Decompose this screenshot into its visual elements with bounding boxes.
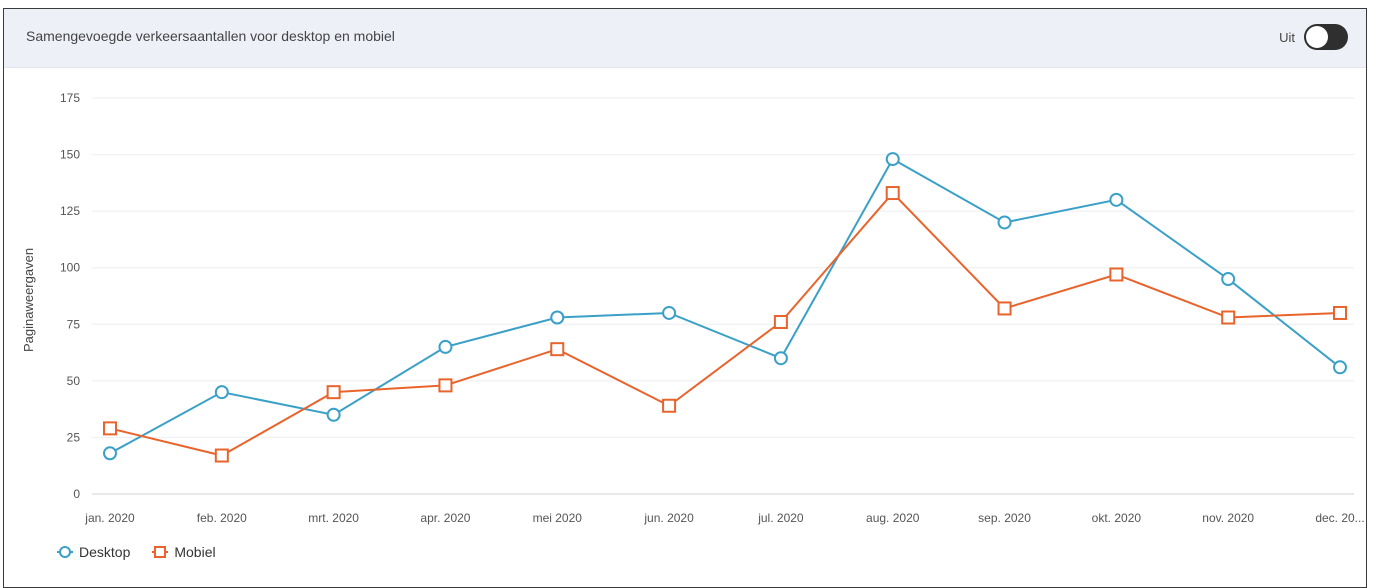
x-tick-label: mrt. 2020 <box>308 511 359 525</box>
data-point-mobiel <box>662 398 677 413</box>
line-chart: 0 25 50 75 100 125 150 175 jan. 2020 feb. 2020 mrt… <box>21 91 1365 525</box>
y-tick-label: 25 <box>67 430 81 444</box>
toggle-knob <box>1306 26 1328 48</box>
y-tick-label: 125 <box>60 204 80 218</box>
data-point-mobiel <box>773 315 788 330</box>
data-point-desktop <box>662 305 677 320</box>
merge-toggle[interactable] <box>1304 24 1348 50</box>
data-point-desktop <box>103 446 117 461</box>
x-tick-label: okt. 2020 <box>1092 511 1142 525</box>
data-point-desktop <box>773 351 788 366</box>
square-marker-icon <box>152 546 169 558</box>
chart-legend: Desktop Mobiel <box>57 544 238 560</box>
panel-header: Samengevoegde verkeersaantallen voor des… <box>4 9 1366 68</box>
data-point-mobiel <box>550 342 565 357</box>
legend-label-desktop: Desktop <box>79 544 131 560</box>
data-point-desktop <box>438 339 453 354</box>
y-tick-label: 0 <box>73 487 80 501</box>
data-point-desktop <box>326 407 341 422</box>
x-tick-label: apr. 2020 <box>420 511 470 525</box>
y-axis-label: Paginaweergaven <box>21 248 36 352</box>
y-tick-label: 175 <box>60 91 80 105</box>
data-point-desktop <box>997 215 1012 230</box>
series-line-mobiel <box>109 191 1341 457</box>
panel-title: Samengevoegde verkeersaantallen voor des… <box>26 28 395 44</box>
data-point-mobiel <box>1333 305 1347 320</box>
merge-toggle-group: Uit <box>1279 24 1348 50</box>
x-tick-label: sep. 2020 <box>978 511 1031 525</box>
x-tick-label: mei 2020 <box>533 511 583 525</box>
data-point-desktop <box>1109 192 1124 207</box>
data-point-mobiel <box>214 448 229 463</box>
x-tick-label: aug. 2020 <box>866 511 920 525</box>
legend-item-desktop[interactable]: Desktop <box>57 544 130 560</box>
chart-panel: Samengevoegde verkeersaantallen voor des… <box>3 8 1367 588</box>
x-tick-label: dec. 20... <box>1315 511 1364 525</box>
y-tick-label: 75 <box>67 317 81 331</box>
y-tick-label: 100 <box>60 261 80 275</box>
x-tick-label: jun. 2020 <box>643 511 694 525</box>
legend-label-mobiel: Mobiel <box>174 544 216 560</box>
series-line-desktop <box>109 157 1341 455</box>
x-tick-label: nov. 2020 <box>1202 511 1254 525</box>
data-point-desktop <box>885 152 900 167</box>
data-point-desktop <box>1221 272 1236 287</box>
legend-item-mobiel[interactable]: Mobiel <box>152 544 216 560</box>
toggle-label: Uit <box>1279 29 1295 45</box>
data-point-mobiel <box>1221 310 1236 325</box>
x-tick-label: jan. 2020 <box>84 511 135 525</box>
data-point-mobiel <box>438 378 453 393</box>
data-point-mobiel <box>326 385 341 400</box>
y-tick-label: 150 <box>60 148 80 162</box>
data-point-mobiel <box>885 186 900 201</box>
data-point-desktop <box>550 310 565 325</box>
x-tick-label: jul. 2020 <box>757 511 804 525</box>
circle-marker-icon <box>57 546 73 558</box>
data-point-mobiel <box>103 421 117 436</box>
data-point-mobiel <box>997 301 1012 316</box>
data-point-desktop <box>1333 360 1347 375</box>
data-point-desktop <box>214 385 229 400</box>
y-tick-label: 50 <box>67 374 81 388</box>
x-tick-label: feb. 2020 <box>197 511 247 525</box>
data-point-mobiel <box>1109 267 1124 282</box>
